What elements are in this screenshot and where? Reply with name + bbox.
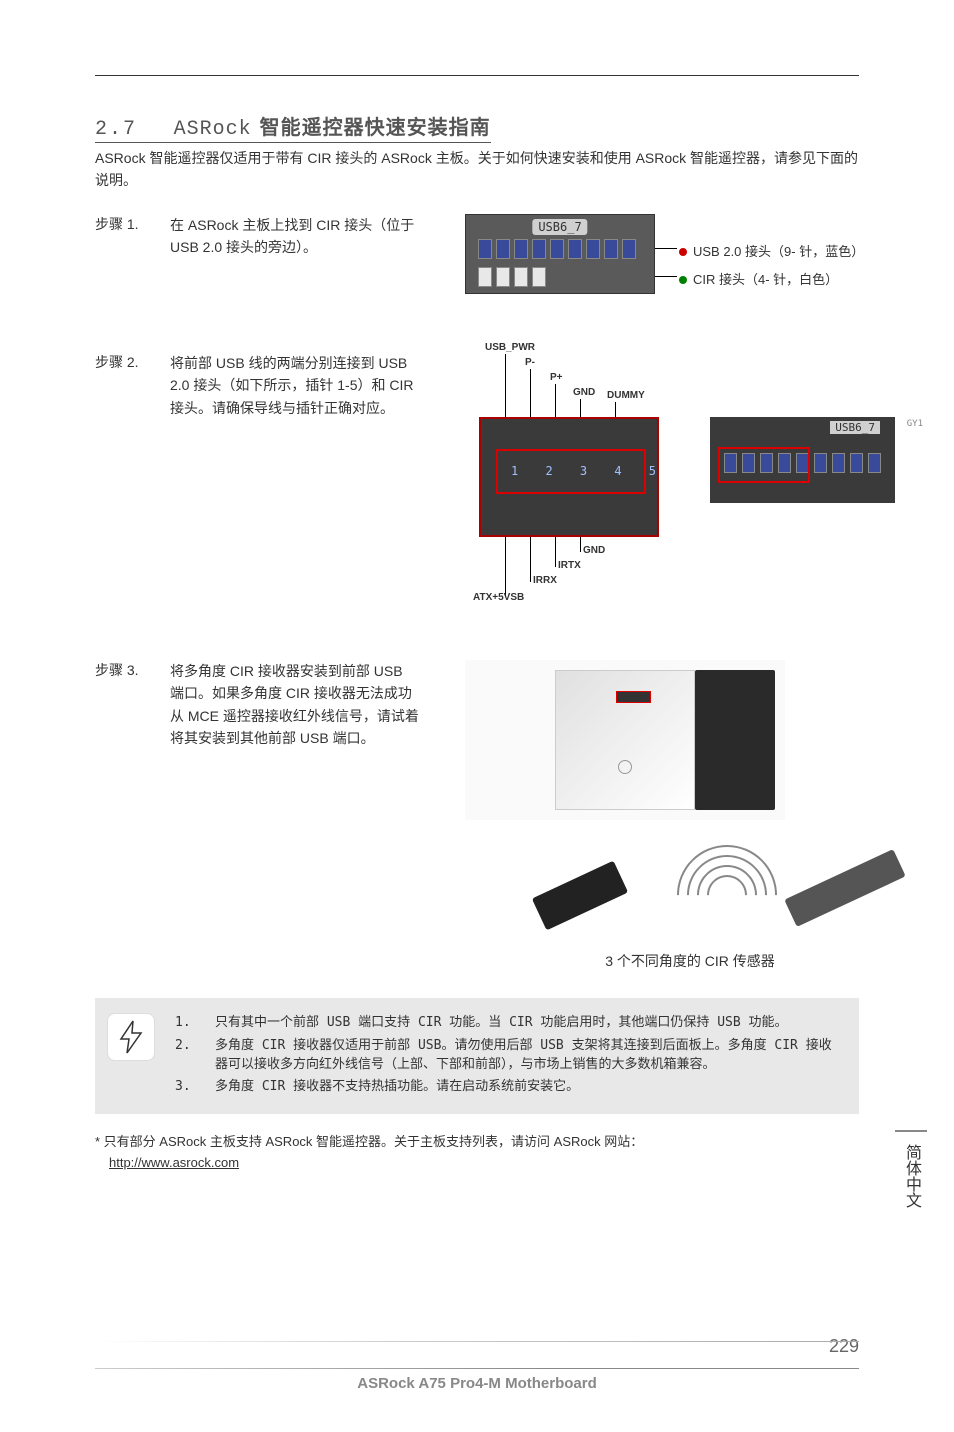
- step-1: 步骤 1. 在 ASRock 主板上找到 CIR 接头（位于 USB 2.0 接…: [95, 214, 859, 324]
- pin-p-minus: P-: [525, 357, 535, 368]
- step-text: 将多角度 CIR 接收器安装到前部 USB 端口。如果多角度 CIR 接收器无法…: [170, 660, 420, 750]
- fig2-main-connector: 1 2 3 4 5: [479, 417, 659, 537]
- ir-waves-icon: [675, 843, 785, 953]
- fig3-caption: 3 个不同角度的 CIR 传感器: [465, 951, 915, 971]
- fig2-numbers: 1 2 3 4 5: [511, 464, 666, 478]
- footnote-text: * 只有部分 ASRock 主板支持 ASRock 智能遥控器。关于主板支持列表…: [95, 1134, 643, 1149]
- remote-icon: [784, 849, 905, 927]
- callout-line-1: [655, 248, 677, 249]
- bullet-red: [679, 248, 687, 256]
- pin-usb-pwr: USB_PWR: [485, 342, 535, 353]
- page-footer: ASRock A75 Pro4-M Motherboard: [95, 1368, 859, 1392]
- page-content: 2.7 ASRock 智能遥控器快速安装指南 ASRock 智能遥控器仅适用于带有…: [0, 0, 954, 1432]
- fig3-receiver-highlight: [616, 691, 651, 703]
- pin-irtx: IRTX: [558, 560, 581, 571]
- note-item: 1.只有其中一个前部 USB 端口支持 CIR 功能。当 CIR 功能启用时，其…: [175, 1013, 837, 1034]
- receiver-icon: [532, 860, 628, 930]
- step-label: 步骤 1.: [95, 214, 170, 234]
- fig2-thumb-label: USB6_7: [830, 421, 880, 434]
- step-3: 步骤 3. 将多角度 CIR 接收器安装到前部 USB 端口。如果多角度 CIR…: [95, 660, 859, 970]
- pin-irrx: IRRX: [533, 575, 557, 586]
- callout-usb-text: USB 2.0 接头（9- 针，蓝色）: [693, 244, 864, 259]
- footer-rule: [95, 1368, 859, 1369]
- page-number: 229: [829, 1336, 859, 1357]
- fig2-thumbnail: USB6_7 GY1: [710, 417, 895, 503]
- figure-1: USB6_7 USB 2.0 接头（9- 针，蓝色） CIR 接头（4- 针，白…: [465, 214, 655, 294]
- fig1-header-label: USB6_7: [532, 219, 587, 235]
- step-label: 步骤 3.: [95, 660, 170, 680]
- section-number: 2.7: [95, 118, 137, 141]
- pin-dummy: DUMMY: [607, 390, 645, 401]
- section-title-text: 智能遥控器快速安装指南: [260, 117, 491, 139]
- fig2-gy-label: GY1: [907, 419, 923, 429]
- pin-gnd-top: GND: [573, 387, 595, 398]
- pin-atx: ATX+5VSB: [473, 592, 524, 603]
- note-item: 2.多角度 CIR 接收器仅适用于前部 USB。请勿使用后部 USB 支架将其连…: [175, 1036, 837, 1075]
- step-2: 步骤 2. 将前部 USB 线的两端分别连接到 USB 2.0 接头（如下所示，…: [95, 352, 859, 632]
- intro-text: ASRock 智能遥控器仅适用于带有 CIR 接头的 ASRock 主板。关于如…: [95, 147, 859, 192]
- step-text: 在 ASRock 主板上找到 CIR 接头（位于 USB 2.0 接头的旁边）。: [170, 214, 420, 259]
- bullet-green: [679, 276, 687, 284]
- callout-cir-text: CIR 接头（4- 针，白色）: [693, 272, 838, 287]
- fig3-pc-image: [465, 660, 785, 820]
- fig1-white-row: [478, 267, 642, 289]
- footer-text: ASRock A75 Pro4-M Motherboard: [95, 1375, 859, 1392]
- fig3-receiver-remote: [465, 828, 915, 948]
- footnote-link[interactable]: http://www.asrock.com: [109, 1155, 239, 1170]
- pin-gnd-bottom: GND: [583, 545, 605, 556]
- fig1-board: USB6_7: [465, 214, 655, 294]
- step-label: 步骤 2.: [95, 352, 170, 372]
- pin-p-plus: P+: [550, 372, 563, 383]
- section-title: 2.7 ASRock 智能遥控器快速安装指南: [95, 111, 859, 141]
- top-rule: [95, 75, 859, 76]
- note-list: 1.只有其中一个前部 USB 端口支持 CIR 功能。当 CIR 功能启用时，其…: [175, 1013, 837, 1100]
- footer-rule-thin: [95, 1341, 859, 1342]
- fig1-blue-row: [478, 239, 642, 261]
- lightning-icon: [107, 1013, 155, 1061]
- callout-cir: CIR 接头（4- 针，白色）: [679, 269, 838, 288]
- footnote: * 只有部分 ASRock 主板支持 ASRock 智能遥控器。关于主板支持列表…: [95, 1132, 859, 1174]
- note-item: 3.多角度 CIR 接收器不支持热插功能。请在启动系统前安装它。: [175, 1077, 837, 1098]
- callout-line-2: [655, 276, 677, 277]
- language-side-tab: 简体中文: [895, 1130, 927, 1220]
- step-text: 将前部 USB 线的两端分别连接到 USB 2.0 接头（如下所示，插针 1-5…: [170, 352, 420, 419]
- callout-usb: USB 2.0 接头（9- 针，蓝色）: [679, 241, 864, 260]
- section-brand: ASRock: [174, 118, 252, 141]
- figure-3: 3 个不同角度的 CIR 传感器: [465, 660, 915, 971]
- note-box: 1.只有其中一个前部 USB 端口支持 CIR 功能。当 CIR 功能启用时，其…: [95, 998, 859, 1115]
